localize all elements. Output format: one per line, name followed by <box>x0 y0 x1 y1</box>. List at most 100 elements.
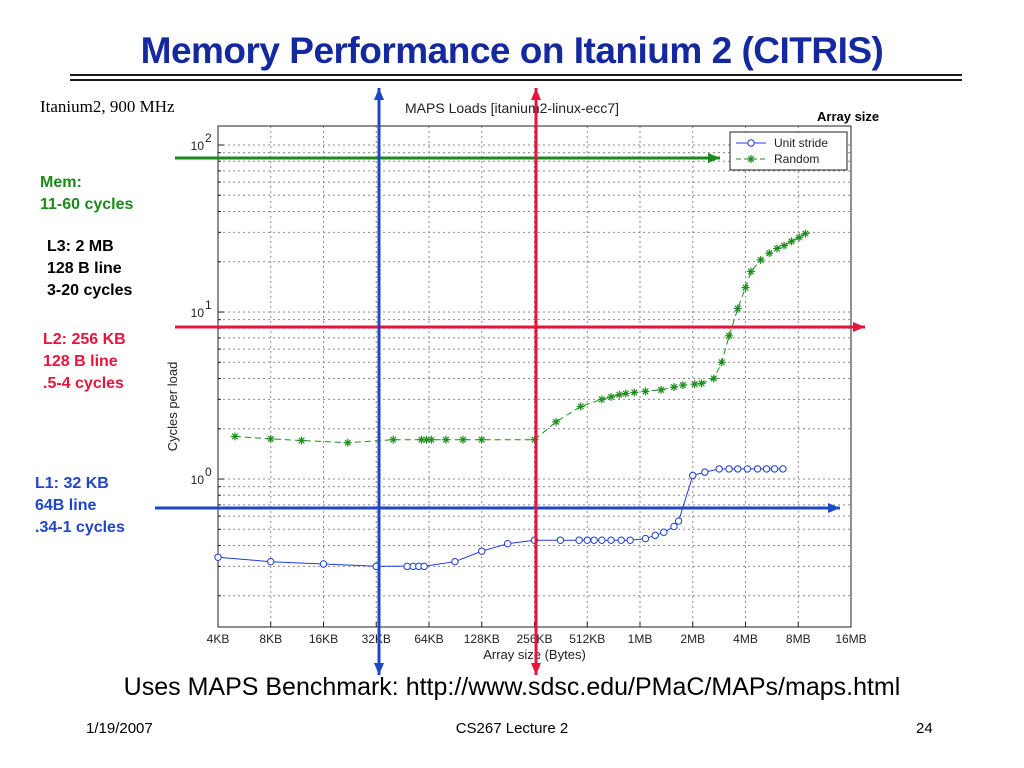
random-data-point <box>678 381 687 390</box>
unit-stride-data-point <box>556 536 565 544</box>
y-tick-label: 10 <box>191 473 205 487</box>
legend-label-random: Random <box>774 152 819 166</box>
l1-latency-arrow <box>155 503 840 513</box>
l2-annotation-line: .5-4 cycles <box>43 375 124 392</box>
star-stroke <box>552 418 560 426</box>
star-stroke <box>598 396 606 403</box>
random-data-point <box>669 383 678 392</box>
unit-stride-data-point <box>451 557 459 566</box>
title-underline-bottom <box>70 79 962 81</box>
arrow-head <box>374 88 384 100</box>
unit-stride-data-point <box>651 531 659 540</box>
x-tick-label: 8MB <box>786 632 811 646</box>
l3-annotation-line: 3-20 cycles <box>47 282 133 299</box>
star-stroke <box>631 389 638 396</box>
star-stroke <box>698 380 705 387</box>
unit-stride-data-point <box>770 465 779 473</box>
footer-date: 1/19/2007 <box>86 720 153 737</box>
star-stroke <box>622 390 630 397</box>
l2-size-arrow <box>531 88 541 675</box>
legend-box <box>729 131 848 171</box>
unit-stride-data-point <box>725 465 733 473</box>
star-stroke <box>390 436 397 443</box>
arrow-head <box>531 88 541 100</box>
unit-stride-data-point <box>753 465 762 473</box>
star-stroke <box>231 433 239 440</box>
benchmark-caption: Uses MAPS Benchmark: http://www.sdsc.edu… <box>123 673 901 701</box>
star-stroke <box>734 305 741 312</box>
unit-stride-data-point <box>214 553 222 561</box>
random-data-point <box>230 432 239 441</box>
random-data-point <box>607 392 616 401</box>
l3-annotation-line: L3: 2 MB <box>47 238 114 255</box>
star-stroke <box>796 234 803 241</box>
unit-stride-data-point <box>701 468 709 476</box>
star-stroke <box>679 381 687 389</box>
x-tick-label: 512KB <box>569 632 605 646</box>
l2-annotation-line: 128 B line <box>43 353 118 370</box>
random-data-point <box>709 374 718 383</box>
random-data-point <box>630 388 639 397</box>
random-data-point <box>741 283 750 292</box>
unit-stride-data-point <box>478 547 486 555</box>
star-stroke <box>428 436 435 443</box>
random-data-point <box>266 434 275 443</box>
unit-stride-data-point <box>779 465 787 473</box>
random-data-point <box>717 358 726 367</box>
star-stroke <box>780 242 788 249</box>
random-data-point <box>427 435 436 444</box>
l2-annotation: L2: 256 KB 128 B line .5-4 cycles <box>43 329 126 395</box>
random-data-point <box>343 438 352 447</box>
star-stroke <box>747 268 755 275</box>
chart-title: MAPS Loads [itanium2-linux-ecc7] <box>405 100 619 116</box>
unit-stride-data-point <box>403 562 411 571</box>
random-data-point <box>725 331 734 340</box>
l2-latency-arrow <box>175 322 865 332</box>
slide-title: Memory Performance on Itanium 2 (CITRIS) <box>140 30 884 71</box>
mem-latency-arrow <box>175 153 720 163</box>
random-data-point <box>597 395 606 404</box>
unit-stride-data-point <box>319 560 328 568</box>
unit-stride-data-point <box>689 471 697 480</box>
l1-annotation-line: 64B line <box>35 497 97 514</box>
unit-stride-data-point <box>715 465 723 473</box>
random-data-point <box>746 267 755 276</box>
unit-stride-data-point <box>607 536 615 544</box>
unit-stride-data-point <box>267 557 275 566</box>
unit-stride-data-point <box>503 539 512 548</box>
unit-stride-data-point <box>598 536 606 544</box>
random-data-point <box>477 435 486 444</box>
star-stroke <box>298 437 305 444</box>
l3-annotation-line: 128 B line <box>47 260 122 277</box>
l2-annotation-line: L2: 256 KB <box>43 331 126 348</box>
star-stroke <box>757 256 764 264</box>
y-tick-label: 10 <box>191 306 205 320</box>
random-data-point <box>690 380 699 389</box>
star-stroke <box>442 436 450 443</box>
random-data-point <box>621 389 630 398</box>
x-tick-label: 32KB <box>362 632 391 646</box>
star-stroke <box>616 391 623 398</box>
random-data-point <box>576 402 585 411</box>
unit-stride-data-point <box>583 536 591 544</box>
unit-stride-data-point <box>762 465 771 473</box>
random-data-point <box>657 385 666 394</box>
x-tick-label: 2MB <box>680 632 705 646</box>
legend-label-unit-stride: Unit stride <box>774 136 828 150</box>
star-stroke <box>725 332 733 340</box>
random-data-point <box>780 241 789 250</box>
y-tick-exponent: 1 <box>205 298 212 312</box>
random-data-point <box>552 417 561 426</box>
random-data-point <box>697 379 706 388</box>
random-data-point <box>297 436 306 445</box>
star-stroke <box>710 375 718 382</box>
arrow-head <box>531 663 541 675</box>
y-tick-exponent: 2 <box>205 131 212 145</box>
random-data-point <box>801 229 810 238</box>
random-data-point <box>733 304 742 313</box>
l1-annotation-line: L1: 32 KB <box>35 475 109 492</box>
star-stroke <box>670 383 678 391</box>
x-tick-label: 16MB <box>835 632 866 646</box>
unit-stride-data-point <box>670 522 678 531</box>
random-data-point <box>795 233 804 242</box>
